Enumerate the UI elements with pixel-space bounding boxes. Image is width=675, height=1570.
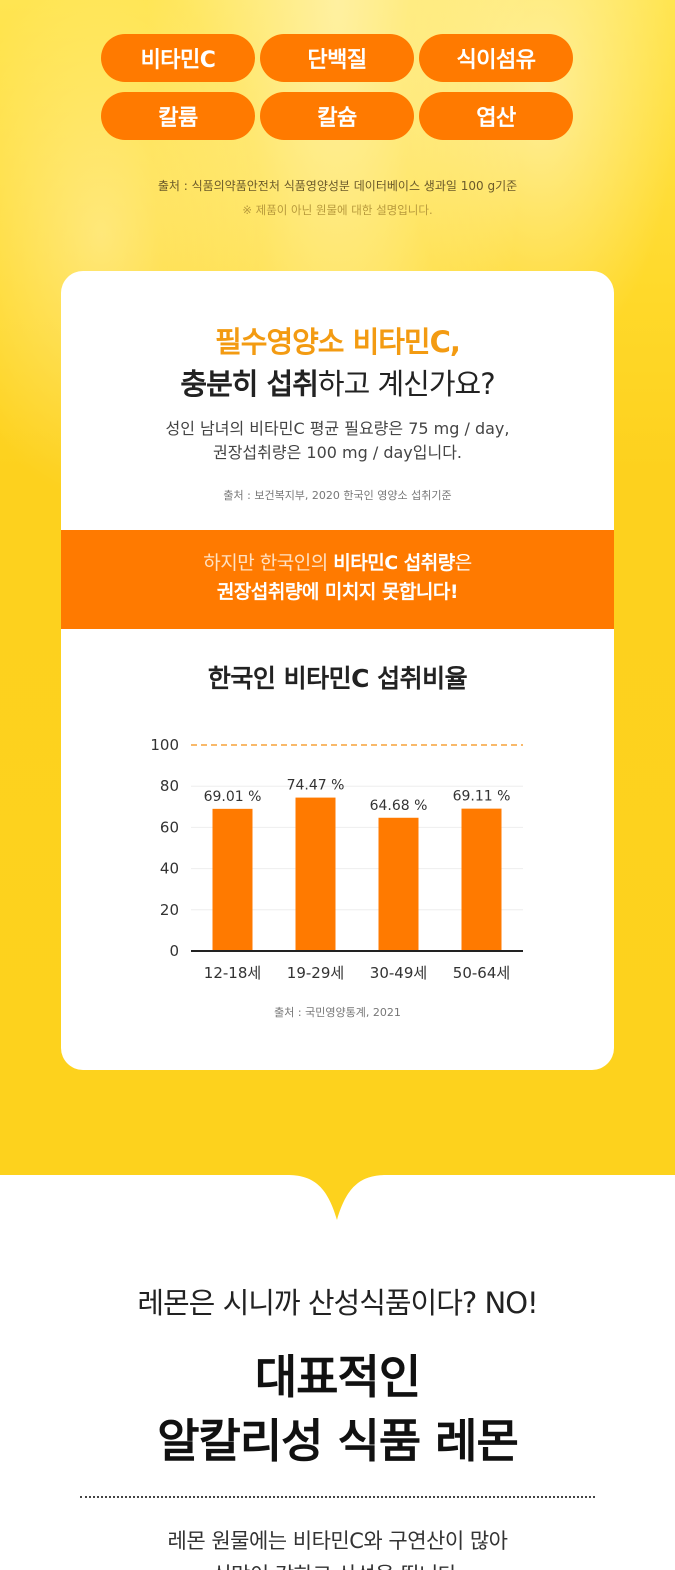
bottom-body-line2: 신맛이 강하고 산성을 띕니다. [0, 1558, 675, 1570]
y-tick-label: 20 [160, 901, 179, 919]
top-source: 출처 : 식품의약품안전처 식품영양성분 데이터베이스 생과일 100 g기준 [157, 179, 518, 193]
dotted-divider [80, 1496, 595, 1498]
bar [461, 808, 502, 951]
bar [378, 817, 419, 951]
card-title-highlight: 필수영양소 비타민C, [215, 325, 461, 359]
bottom-question: 레몬은 시니까 산성식품이다? NO! [137, 1286, 538, 1320]
y-tick-label: 100 [150, 736, 179, 754]
card-body-line2: 권장섭취량은 100 mg / day입니다. [212, 443, 462, 462]
x-tick-label: 19-29세 [287, 964, 344, 982]
bar-chart: 0 20 40 60 80 100 69.01 % 12-18세 74.47 % 19-29세 64… [150, 736, 523, 982]
x-tick-label: 12-18세 [204, 964, 261, 982]
info-card: 필수영양소 비타민C, 충분히 섭취하고 계신가요? 성인 남녀의 비타민C 평… [61, 271, 614, 1070]
y-tick-label: 60 [160, 818, 179, 836]
card-title-rest: 하고 계신가요? [317, 367, 496, 401]
nutrient-pill-potassium: 칼륨 [101, 92, 255, 140]
y-tick-label: 0 [169, 942, 179, 960]
bottom-body: 레몬 원물에는 비타민C와 구연산이 많아 신맛이 강하고 산성을 띕니다. [0, 1524, 675, 1570]
banner-line1-end: 은 [454, 552, 472, 574]
card-title-question: 충분히 섭취하고 계신가요? [61, 361, 614, 403]
orange-banner: 하지만 한국인의 비타민C 섭취량은 권장섭취량에 미치지 못합니다! [61, 530, 614, 629]
card-body-line1: 성인 남녀의 비타민C 평균 필요량은 75 mg / day, [165, 419, 510, 438]
card-title-bold: 충분히 섭취 [180, 367, 318, 401]
data-label: 69.01 % [204, 789, 262, 805]
bottom-body-line1: 레몬 원물에는 비타민C와 구연산이 많아 [167, 1529, 508, 1553]
bar [295, 797, 336, 951]
banner-line2: 권장섭취량에 미치지 못합니다! [216, 581, 459, 603]
card-source: 출처 : 보건복지부, 2020 한국인 영양소 섭취기준 [223, 489, 452, 502]
card-body: 성인 남녀의 비타민C 평균 필요량은 75 mg / day, 권장섭취량은 … [61, 417, 614, 465]
nutrient-pill-calcium: 칼슘 [260, 92, 414, 140]
y-tick-label: 80 [160, 777, 179, 795]
bar [212, 808, 253, 951]
speech-notch [287, 1160, 387, 1220]
chart-title: 한국인 비타민C 섭취비율 [207, 664, 468, 693]
data-label: 74.47 % [287, 778, 345, 794]
nutrient-pill-folate: 엽산 [419, 92, 573, 140]
chart-source: 출처 : 국민영양통계, 2021 [274, 1006, 401, 1019]
nutrient-pill-fiber: 식이섬유 [419, 34, 573, 82]
banner-line1: 하지만 한국인의 비타민C 섭취량은 [61, 549, 614, 578]
y-tick-label: 40 [160, 860, 179, 878]
data-label: 64.68 % [370, 798, 428, 814]
nutrient-pill-vitamin-c: 비타민C [101, 34, 255, 82]
banner-line1-bold: 비타민C 섭취량 [333, 552, 455, 574]
headline-line2: 알칼리성 식품 레몬 [157, 1414, 519, 1468]
bottom-headline: 대표적인 알칼리성 식품 레몬 [0, 1345, 675, 1473]
top-note: ※ 제품이 아닌 원물에 대한 설명입니다. [242, 203, 433, 217]
x-tick-label: 30-49세 [370, 964, 427, 982]
nutrient-pill-protein: 단백질 [260, 34, 414, 82]
data-label: 69.11 % [453, 789, 511, 805]
x-tick-label: 50-64세 [453, 964, 510, 982]
banner-line1-light: 하지만 한국인의 [203, 552, 334, 574]
headline-line1: 대표적인 [254, 1350, 421, 1404]
